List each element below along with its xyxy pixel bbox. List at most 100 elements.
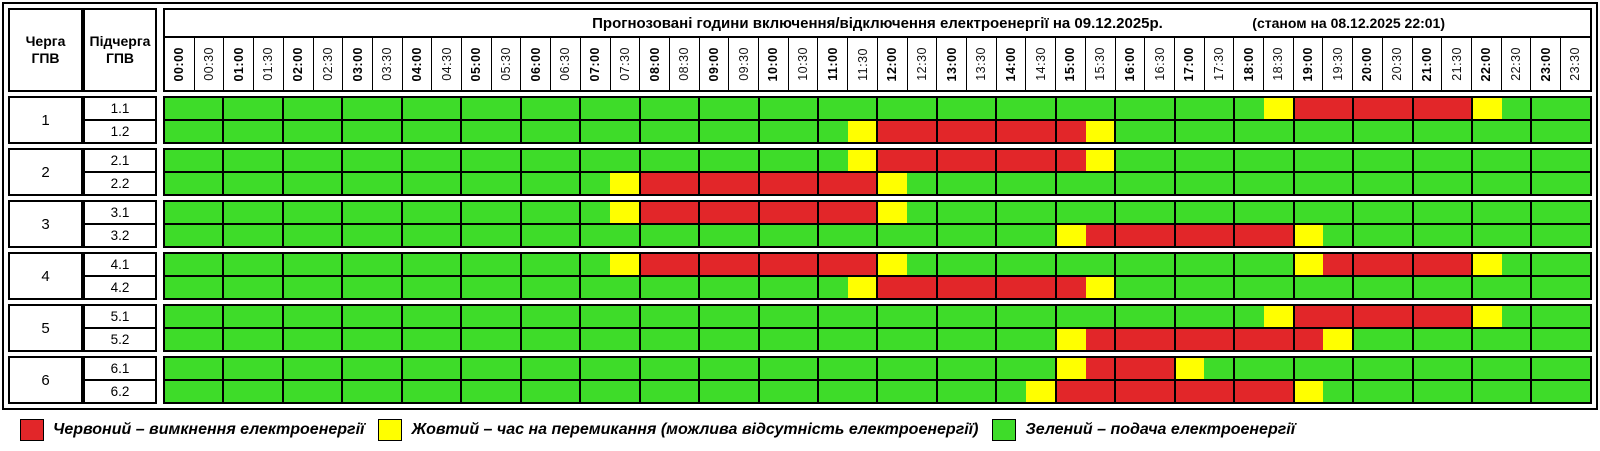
half-hour-slot — [372, 150, 401, 171]
half-hour-slot — [700, 150, 729, 171]
half-hour-slot — [1085, 121, 1115, 142]
half-hour-slot — [966, 254, 996, 275]
hour-cell — [1114, 277, 1174, 298]
hour-cell — [400, 254, 461, 275]
half-hour-slot — [193, 254, 223, 275]
half-hour-slot — [1085, 98, 1115, 119]
hour-cell — [757, 277, 817, 298]
hour-cell — [1173, 329, 1234, 350]
hour-cell — [1470, 121, 1531, 142]
hour-cell — [1054, 277, 1115, 298]
time-label: 07:30 — [609, 38, 640, 90]
hour-cell — [1292, 121, 1353, 142]
half-hour-slot — [1323, 202, 1353, 223]
hour-cell — [876, 150, 936, 171]
subqueue-column: 3.1 3.2 — [83, 200, 157, 248]
half-hour-slot — [431, 150, 461, 171]
half-hour-slot — [728, 329, 758, 350]
hour-cell — [757, 225, 817, 246]
queue-group: 4 4.1 4.2 — [8, 252, 1592, 300]
hour-cell — [638, 306, 699, 327]
half-hour-slot — [1354, 225, 1383, 246]
half-hour-slot — [550, 121, 580, 142]
half-hour-slot — [640, 254, 670, 275]
half-hour-slot — [1116, 329, 1145, 350]
hour-cell — [816, 150, 877, 171]
hour-cell — [1114, 98, 1174, 119]
half-hour-slot — [550, 358, 580, 379]
time-axis: 00:00 00:30 01:00 01:30 02:00 02:30 03:00 03:30… — [165, 38, 1590, 90]
half-hour-slot — [491, 254, 520, 275]
queue-cell: 3 — [8, 200, 83, 248]
half-hour-slot — [224, 254, 254, 275]
hour-cell — [1292, 358, 1353, 379]
half-hour-slot — [521, 173, 551, 194]
half-hour-slot — [372, 306, 401, 327]
hour-cell — [400, 306, 461, 327]
half-hour-slot — [609, 277, 639, 298]
half-hour-slot — [1472, 358, 1502, 379]
half-hour-slot — [1382, 329, 1412, 350]
time-label-text: 09:00 — [707, 46, 721, 82]
half-hour-slot — [1204, 358, 1234, 379]
half-hour-slot — [193, 202, 223, 223]
half-hour-slot — [818, 254, 848, 275]
hour-cell — [460, 202, 520, 223]
time-label: 09:30 — [728, 38, 758, 90]
half-hour-slot — [700, 381, 729, 402]
half-hour-slot — [165, 254, 194, 275]
half-hour-slot — [1561, 121, 1590, 142]
subqueue-cell: 5.2 — [83, 328, 157, 352]
schedule-row — [165, 121, 1590, 142]
hour-cell — [165, 277, 223, 298]
hour-cell — [460, 121, 520, 142]
half-hour-slot — [907, 225, 936, 246]
half-hour-slot — [1561, 329, 1590, 350]
hour-cell — [876, 358, 936, 379]
time-label-text: 13:00 — [944, 46, 959, 82]
half-hour-slot — [224, 358, 254, 379]
half-hour-slot — [402, 381, 432, 402]
half-hour-slot — [1413, 306, 1443, 327]
half-hour-slot — [1144, 306, 1174, 327]
hour-cell — [400, 121, 461, 142]
hour-cell — [460, 254, 520, 275]
half-hour-slot — [640, 358, 670, 379]
half-hour-slot — [1561, 173, 1590, 194]
hour-cell — [1411, 381, 1471, 402]
schedule-row — [165, 173, 1590, 194]
hour-cell — [995, 358, 1055, 379]
half-hour-slot — [669, 306, 699, 327]
hour-cell — [460, 225, 520, 246]
half-hour-slot — [1056, 225, 1086, 246]
queue-cell: 4 — [8, 252, 83, 300]
half-hour-slot — [700, 277, 729, 298]
half-hour-slot — [997, 225, 1027, 246]
time-label: 00:30 — [193, 38, 224, 90]
time-label: 14:30 — [1025, 38, 1055, 90]
hour-cell — [1292, 150, 1353, 171]
half-hour-slot — [907, 150, 936, 171]
time-label: 22:30 — [1500, 38, 1531, 90]
hour-cell — [935, 254, 996, 275]
half-hour-slot — [431, 98, 461, 119]
hour-cell — [1411, 329, 1471, 350]
schedule-row — [165, 150, 1590, 173]
page-title: Прогнозовані години включення/відключенн… — [592, 14, 1163, 32]
hour-cell — [460, 150, 520, 171]
half-hour-slot — [224, 98, 254, 119]
time-label-text: 23:30 — [1568, 47, 1583, 81]
half-hour-slot — [1263, 381, 1293, 402]
half-hour-slot — [1501, 121, 1531, 142]
half-hour-slot — [1204, 277, 1234, 298]
half-hour-slot — [1323, 150, 1353, 171]
half-hour-slot — [550, 306, 580, 327]
hour-cell — [638, 98, 699, 119]
title-timestamp: (станом на 08.12.2025 22:01) — [1252, 15, 1445, 31]
hour-cell — [1054, 358, 1115, 379]
half-hour-slot — [759, 225, 789, 246]
half-hour-slot — [878, 254, 908, 275]
half-hour-slot — [700, 98, 729, 119]
half-hour-slot — [640, 202, 670, 223]
half-hour-slot — [907, 121, 936, 142]
